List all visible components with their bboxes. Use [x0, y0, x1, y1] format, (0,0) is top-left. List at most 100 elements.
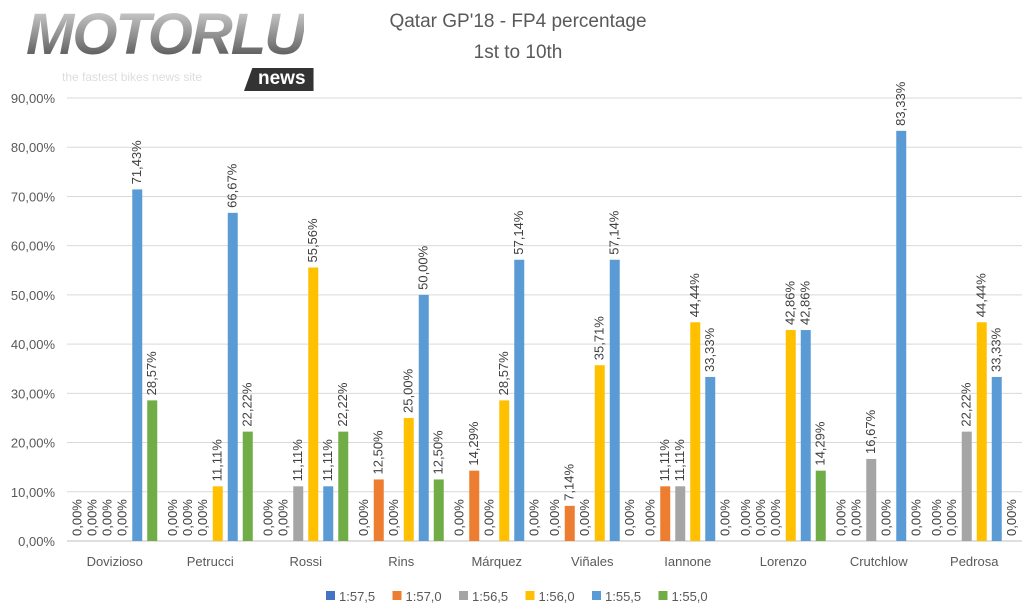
data-label: 0,00% [622, 499, 637, 536]
y-tick-label: 40,00% [11, 337, 56, 352]
data-label: 44,44% [974, 273, 989, 318]
data-label: 11,11% [320, 439, 335, 482]
legend-swatch [592, 591, 601, 600]
logo-tagline: the fastest bikes news site [62, 70, 203, 84]
data-label: 83,33% [893, 81, 908, 126]
data-label: 0,00% [768, 499, 783, 536]
bar [690, 322, 701, 541]
legend-swatch [658, 591, 668, 600]
data-label: 0,00% [738, 499, 753, 536]
data-label: 0,00% [878, 499, 893, 536]
legend-swatch [392, 591, 402, 600]
data-label: 11,11% [672, 439, 687, 482]
x-tick-label: Lorenzo [760, 554, 807, 569]
bar [433, 479, 444, 541]
data-label: 14,29% [466, 421, 481, 466]
data-label: 0,00% [717, 499, 732, 536]
bar [594, 365, 605, 541]
data-label: 0,00% [165, 499, 180, 536]
y-tick-label: 0,00% [18, 534, 55, 549]
bar [800, 330, 811, 541]
bar [323, 486, 334, 541]
data-label: 12,50% [431, 430, 446, 475]
data-label: 0,00% [929, 499, 944, 536]
bar [308, 267, 319, 541]
y-tick-label: 50,00% [11, 288, 56, 303]
data-label: 11,11% [657, 439, 672, 482]
data-label: 55,56% [305, 218, 320, 263]
data-label: 35,71% [592, 316, 607, 361]
data-label: 50,00% [416, 245, 431, 290]
data-label: 0,00% [386, 499, 401, 536]
y-tick-label: 30,00% [11, 386, 56, 401]
data-label: 16,67% [863, 409, 878, 454]
y-tick-label: 60,00% [11, 239, 56, 254]
bar [609, 259, 620, 541]
data-label: 22,22% [335, 382, 350, 427]
x-tick-label: Viñales [571, 554, 614, 569]
data-label: 0,00% [642, 499, 657, 536]
legend-swatch [459, 591, 468, 600]
logo-badge: news [244, 68, 314, 91]
bar [705, 376, 716, 541]
bar [991, 376, 1002, 541]
bar [418, 294, 429, 541]
chart-subtitle: 1st to 10th [473, 42, 563, 63]
data-label: 71,43% [129, 140, 144, 185]
data-label: 66,67% [225, 163, 240, 208]
x-tick-label: Crutchlow [850, 554, 908, 569]
data-label: 22,22% [959, 382, 974, 427]
y-tick-label: 80,00% [11, 140, 56, 155]
bar [564, 505, 575, 541]
legend-label: 1:55,5 [605, 589, 641, 604]
data-label: 0,00% [99, 499, 114, 536]
data-label: 0,00% [69, 499, 84, 536]
data-label: 22,22% [240, 382, 255, 427]
y-tick-label: 70,00% [11, 189, 56, 204]
legend-label: 1:56,0 [539, 589, 575, 604]
x-tick-label: Pedrosa [950, 554, 999, 569]
chart-title: Qatar GP'18 - FP4 percentage [389, 11, 647, 32]
data-label: 0,00% [84, 499, 99, 536]
bar [132, 189, 143, 541]
legend-label: 1:57,5 [339, 589, 375, 604]
data-label: 0,00% [451, 499, 466, 536]
x-tick-label: Rins [388, 554, 415, 569]
data-label: 0,00% [1004, 499, 1019, 536]
data-label: 0,00% [114, 499, 129, 536]
data-label: 0,00% [833, 499, 848, 536]
x-tick-label: Iannone [664, 554, 711, 569]
bar [785, 330, 796, 541]
y-tick-label: 20,00% [11, 436, 56, 451]
bar [338, 431, 349, 541]
legend-label: 1:56,5 [472, 589, 508, 604]
data-label: 0,00% [848, 499, 863, 536]
data-label: 0,00% [195, 499, 210, 536]
data-label: 0,00% [180, 499, 195, 536]
bar [242, 431, 253, 541]
y-tick-label: 90,00% [11, 91, 56, 106]
data-label: 57,14% [607, 210, 622, 255]
data-label: 57,14% [511, 210, 526, 255]
bar [675, 486, 686, 541]
data-label: 0,00% [481, 499, 496, 536]
bar [469, 470, 480, 541]
legend-swatch [326, 591, 335, 600]
data-label: 28,57% [496, 351, 511, 396]
data-label: 33,33% [989, 327, 1004, 372]
bar [147, 400, 158, 541]
data-label: 11,11% [290, 439, 305, 482]
bar [660, 486, 671, 541]
data-label: 0,00% [908, 499, 923, 536]
x-tick-label: Rossi [289, 554, 322, 569]
bar [373, 479, 384, 541]
x-tick-label: Petrucci [187, 554, 234, 569]
data-label: 0,00% [944, 499, 959, 536]
data-label: 0,00% [526, 499, 541, 536]
bar [293, 486, 304, 541]
data-label: 7,14% [562, 464, 577, 501]
bar [961, 431, 972, 541]
data-label: 12,50% [371, 430, 386, 475]
data-label: 11,11% [210, 439, 225, 482]
